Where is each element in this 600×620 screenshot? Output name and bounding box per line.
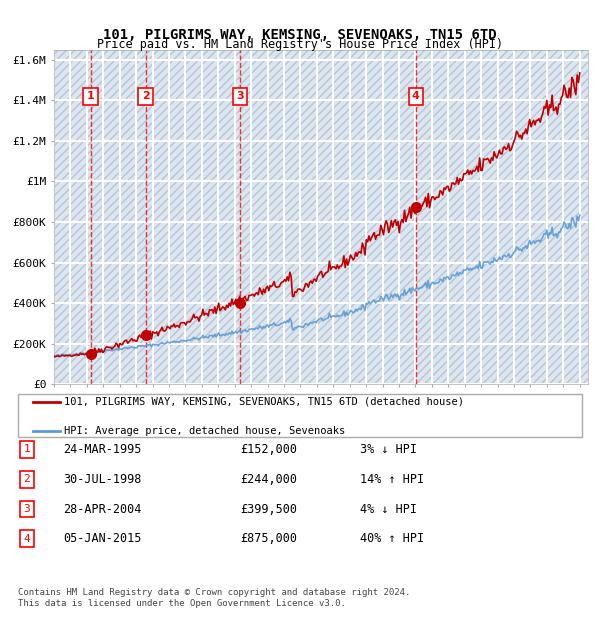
Text: 101, PILGRIMS WAY, KEMSING, SEVENOAKS, TN15 6TD (detached house): 101, PILGRIMS WAY, KEMSING, SEVENOAKS, T…: [64, 397, 464, 407]
Text: Contains HM Land Registry data © Crown copyright and database right 2024.
This d: Contains HM Land Registry data © Crown c…: [18, 588, 410, 608]
Text: 3% ↓ HPI: 3% ↓ HPI: [360, 443, 417, 456]
Text: 05-JAN-2015: 05-JAN-2015: [63, 533, 142, 545]
Text: 2: 2: [23, 474, 31, 484]
Text: 2: 2: [142, 91, 149, 101]
Text: £875,000: £875,000: [240, 533, 297, 545]
Text: 40% ↑ HPI: 40% ↑ HPI: [360, 533, 424, 545]
Text: 4: 4: [23, 534, 31, 544]
Text: 3: 3: [23, 504, 31, 514]
Text: 3: 3: [236, 91, 244, 101]
Text: Price paid vs. HM Land Registry's House Price Index (HPI): Price paid vs. HM Land Registry's House …: [97, 38, 503, 51]
Text: 101, PILGRIMS WAY, KEMSING, SEVENOAKS, TN15 6TD: 101, PILGRIMS WAY, KEMSING, SEVENOAKS, T…: [103, 28, 497, 42]
Text: 1: 1: [23, 445, 31, 454]
Text: HPI: Average price, detached house, Sevenoaks: HPI: Average price, detached house, Seve…: [64, 426, 346, 436]
Text: 24-MAR-1995: 24-MAR-1995: [63, 443, 142, 456]
Text: 28-APR-2004: 28-APR-2004: [63, 503, 142, 515]
Text: 1: 1: [87, 91, 95, 101]
Text: £152,000: £152,000: [240, 443, 297, 456]
Text: £244,000: £244,000: [240, 473, 297, 485]
Text: 4: 4: [412, 91, 420, 101]
Text: £399,500: £399,500: [240, 503, 297, 515]
Text: 30-JUL-1998: 30-JUL-1998: [63, 473, 142, 485]
Text: 14% ↑ HPI: 14% ↑ HPI: [360, 473, 424, 485]
Text: 4% ↓ HPI: 4% ↓ HPI: [360, 503, 417, 515]
